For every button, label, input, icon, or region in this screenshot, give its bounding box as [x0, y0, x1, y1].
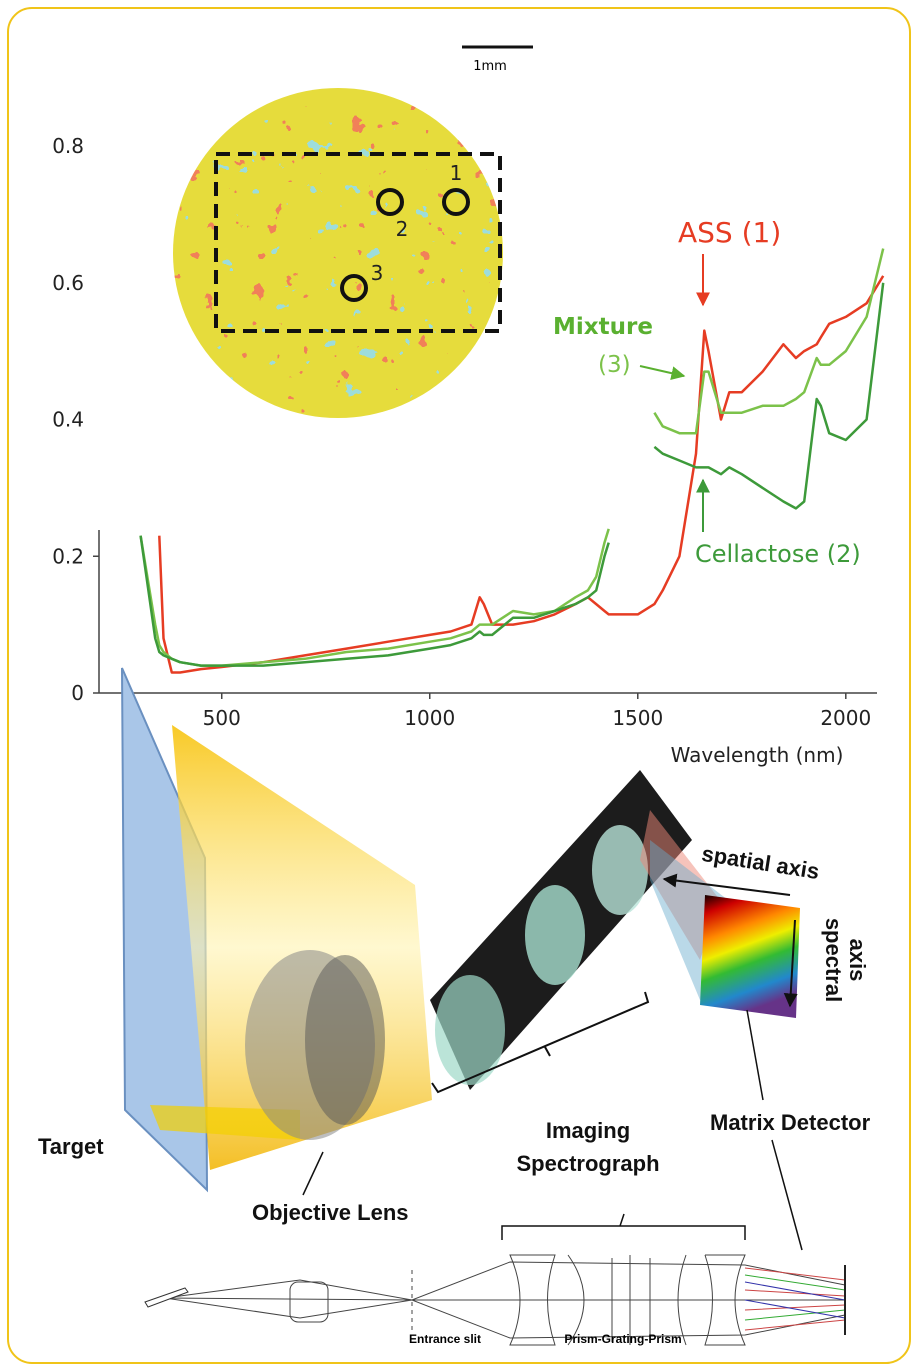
annotation: ASS (1) [678, 216, 781, 249]
scale-label: 1mm [473, 59, 507, 74]
x-tick-label: 1000 [404, 706, 455, 730]
region-label: 1 [450, 161, 463, 185]
figure: 1 2 3 1mm 0 0.2 0.4 0.6 0.8 500 1000 1500 2000 W… [0, 0, 918, 1371]
spectrograph-label: Spectrograph [516, 1151, 659, 1176]
annotation: (3) [598, 352, 631, 378]
pgp-label: Prism-Grating-Prism [564, 1332, 681, 1346]
x-tick-label: 2000 [820, 706, 871, 730]
target-label: Target [38, 1134, 104, 1159]
x-tick-label: 1500 [612, 706, 663, 730]
y-tick-label: 0.6 [52, 271, 84, 295]
annotation: Cellactose (2) [695, 540, 861, 568]
annotation: Mixture [553, 314, 653, 340]
y-tick-label: 0.2 [52, 544, 84, 568]
region-label: 3 [371, 261, 384, 285]
entrance-slit-label: Entrance slit [409, 1332, 481, 1346]
spectrograph-label: Imaging [546, 1118, 630, 1143]
y-tick-label: 0 [71, 681, 84, 705]
y-tick-label: 0.4 [52, 408, 84, 432]
spectral-axis-label: spectral [821, 918, 846, 1002]
x-tick-label: 500 [203, 706, 241, 730]
y-tick-label: 0.8 [52, 134, 84, 158]
region-label: 2 [396, 217, 409, 241]
spectral-axis-label: axis [845, 939, 870, 982]
x-axis-label: Wavelength (nm) [671, 743, 844, 767]
matrix-detector-label: Matrix Detector [710, 1110, 871, 1135]
objective-lens-label: Objective Lens [252, 1200, 409, 1225]
